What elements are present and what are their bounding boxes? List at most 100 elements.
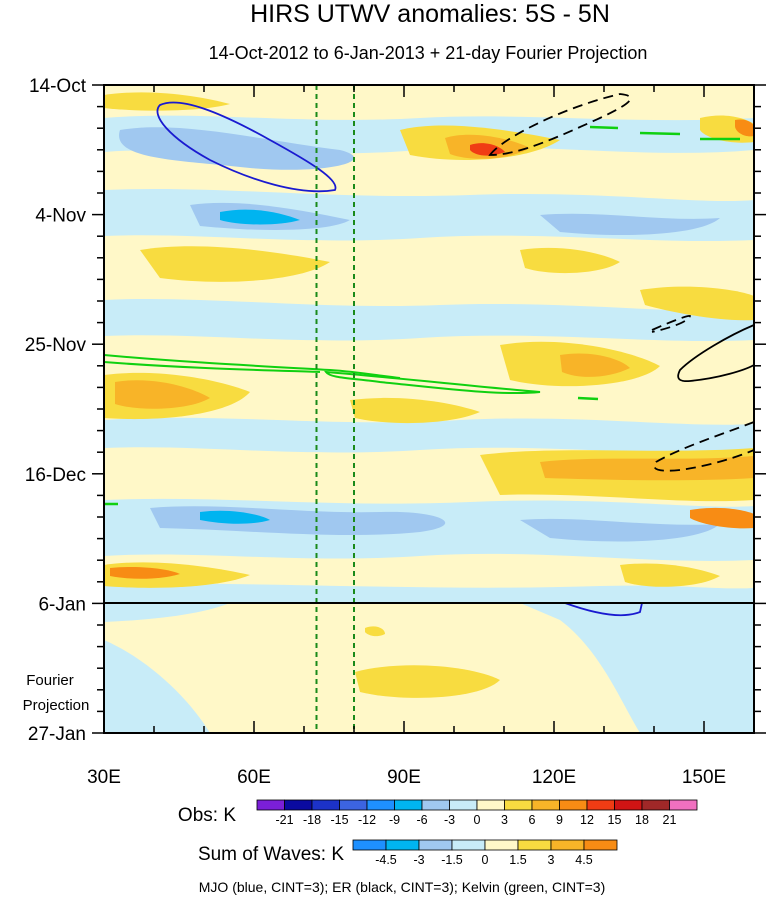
colorbar-swatch (284, 799, 313, 811)
obs-patch (104, 298, 754, 342)
colorbar-swatch (339, 799, 368, 811)
colorbar-tick-label: -3 (413, 853, 424, 867)
colorbar-tick-label: -15 (330, 813, 348, 827)
y-tick-label: 6-Jan (38, 594, 86, 615)
colorbar-swatch (583, 839, 618, 851)
kelvin-contour (577, 396, 599, 401)
colorbar-tick-label: 3 (548, 853, 555, 867)
colorbar-swatch (669, 799, 698, 811)
er-contour (653, 421, 754, 472)
kelvin-contour (639, 131, 681, 136)
x-tick-label: 30E (87, 767, 121, 788)
contour-legend: MJO (blue, CINT=3); ER (black, CINT=3); … (199, 879, 606, 895)
y-tick-label: 16-Dec (25, 465, 86, 486)
colorbar-swatch (641, 799, 670, 811)
obs-patch (220, 209, 300, 225)
colorbar-tick-label: -9 (389, 813, 400, 827)
colorbar-tick-label: 1.5 (509, 853, 526, 867)
colorbar-tick-label: 0 (474, 813, 481, 827)
obs-patch (104, 417, 754, 454)
obs-colorbar: -21 -18 -15 -12 -9 -6 -3 0 3 6 9 12 15 18 21 (256, 799, 698, 827)
x-tick-label: 90E (387, 767, 421, 788)
x-tick-label: 120E (532, 767, 576, 788)
obs-patch (620, 563, 720, 587)
colorbar-swatch (451, 839, 486, 851)
er-contour (677, 324, 754, 383)
colorbar-swatch (559, 799, 588, 811)
projection-patch (104, 603, 230, 622)
obs-patch (540, 456, 754, 481)
colorbar-swatch (311, 799, 340, 811)
kelvin-contour (589, 125, 619, 130)
colorbar-tick-label: 15 (608, 813, 622, 827)
obs-patch (470, 143, 505, 156)
obs-patch (520, 247, 620, 274)
colorbar-swatch (484, 839, 519, 851)
y-tick-label: 25-Nov (25, 335, 87, 356)
colorbar-swatch (418, 839, 453, 851)
kelvin-contour (104, 354, 401, 379)
obs-patch (690, 507, 754, 529)
colorbar-swatch (352, 839, 387, 851)
obs-patch (115, 380, 210, 409)
x-tick-label: 150E (682, 767, 726, 788)
obs-patch (735, 119, 754, 137)
obs-patch (350, 397, 480, 424)
projection-label-line1: Fourier (26, 672, 74, 689)
waves-colorbar: -4.5 -3 -1.5 0 1.5 3 4.5 (352, 839, 618, 867)
reference-lines (315, 85, 355, 733)
colorbar-swatch (256, 799, 285, 811)
obs-colorbar-label: Obs: K (178, 805, 236, 826)
colorbar-swatch (476, 799, 505, 811)
colorbar-swatch (586, 799, 615, 811)
projection-label-line2: Projection (23, 697, 90, 714)
colorbar-swatch (531, 799, 560, 811)
colorbar-swatch (421, 799, 450, 811)
colorbar-swatch (385, 839, 420, 851)
chart-title: HIRS UTWV anomalies: 5S - 5N (250, 0, 610, 28)
colorbar-tick-label: 18 (635, 813, 649, 827)
y-tick-label: 14-Oct (29, 76, 87, 97)
obs-patch (110, 566, 180, 579)
obs-patch (560, 353, 630, 377)
er-contour (651, 315, 692, 333)
mjo-contour (156, 101, 337, 193)
x-axis: 30E 60E 90E 120E 150E (87, 85, 755, 788)
obs-patch (140, 246, 330, 282)
projection-patch (355, 665, 500, 698)
colorbar-swatch (449, 799, 478, 811)
waves-colorbar-label: Sum of Waves: K (198, 844, 344, 865)
projection-patch (520, 603, 754, 733)
colorbar-tick-label: -1.5 (441, 853, 463, 867)
y-tick-label: 27-Jan (28, 724, 86, 745)
colorbar-tick-label: -18 (303, 813, 321, 827)
colorbar-tick-label: -3 (444, 813, 455, 827)
obs-patch (640, 286, 754, 321)
obs-patch (104, 92, 230, 111)
obs-patch (200, 510, 270, 524)
colorbar-tick-label: 0 (482, 853, 489, 867)
colorbar-tick-label: 4.5 (575, 853, 592, 867)
er-contour (488, 93, 632, 156)
colorbar-tick-label: 21 (663, 813, 677, 827)
plot-area (104, 85, 754, 733)
colorbar-tick-label: -21 (275, 813, 293, 827)
colorbar-tick-label: 12 (580, 813, 594, 827)
colorbar-tick-label: -4.5 (375, 853, 397, 867)
y-axis: 14-Oct 4-Nov 25-Nov 16-Dec 6-Jan 27-Jan (25, 76, 766, 745)
colorbar-tick-label: -6 (416, 813, 427, 827)
x-tick-label: 60E (237, 767, 271, 788)
mjo-contour (564, 602, 643, 617)
colorbar-swatch (394, 799, 423, 811)
obs-patch (104, 583, 754, 603)
colorbar-tick-label: -12 (358, 813, 376, 827)
kelvin-contour (104, 361, 321, 373)
kelvin-contour (324, 370, 541, 395)
colorbar-swatch (614, 799, 643, 811)
colorbar-swatch (550, 839, 585, 851)
colorbar-swatch (517, 839, 552, 851)
colorbar-tick-label: 6 (529, 813, 536, 827)
colorbar-swatch (504, 799, 533, 811)
chart-subtitle: 14-Oct-2012 to 6-Jan-2013 + 21-day Fouri… (209, 43, 648, 63)
